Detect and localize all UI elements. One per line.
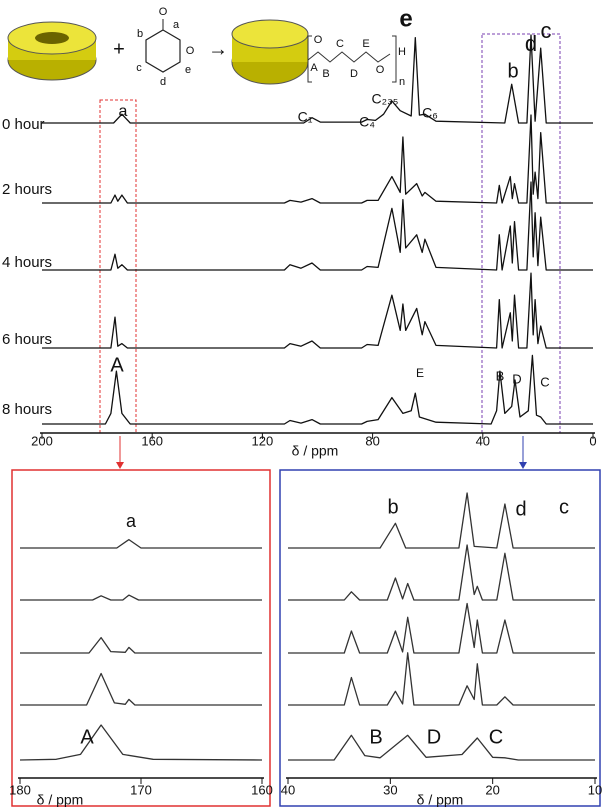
atom-label: H xyxy=(398,46,406,58)
peak-label: C xyxy=(489,726,503,748)
spectrum xyxy=(20,672,262,706)
atom-label: D xyxy=(350,68,358,80)
atom-label: E xyxy=(362,38,369,50)
x-axis-label: δ / ppm xyxy=(417,792,464,807)
spectrum xyxy=(42,181,593,271)
trace-label: 6 hours xyxy=(2,331,52,348)
x-tick-label: 40 xyxy=(281,782,295,797)
spectrum xyxy=(20,636,262,654)
peak-label: c xyxy=(559,496,569,518)
spectrum xyxy=(20,594,262,601)
peak-label: C xyxy=(540,374,549,389)
scheme xyxy=(7,19,397,85)
spectrum xyxy=(42,272,593,349)
polymer-chain xyxy=(307,51,391,63)
peak-label: A xyxy=(80,726,94,748)
peak-label: B xyxy=(369,726,382,748)
atom-label: O xyxy=(186,45,195,57)
cyclodextrin-top xyxy=(231,19,309,49)
panel-frame xyxy=(11,469,271,807)
atom-label: a xyxy=(173,19,180,31)
atom-label: O xyxy=(159,6,168,18)
spectrum xyxy=(288,652,595,706)
x-tick-label: 30 xyxy=(383,782,397,797)
trace-label: 8 hours xyxy=(2,401,52,418)
x-tick-label: 40 xyxy=(476,433,490,448)
spectrum xyxy=(288,602,595,654)
atom-label: n xyxy=(399,76,405,88)
peak-label: a xyxy=(119,103,128,120)
peak-label: C₄ xyxy=(359,114,375,130)
atom-label: e xyxy=(185,64,191,76)
x-tick-label: 120 xyxy=(252,433,274,448)
x-tick-label: 20 xyxy=(485,782,499,797)
peak-label: a xyxy=(126,511,137,531)
cyclodextrin-cavity xyxy=(35,32,69,44)
peak-label: d xyxy=(515,498,526,520)
x-tick-label: 0 xyxy=(589,433,596,448)
x-tick-label: 160 xyxy=(251,782,273,797)
spectrum xyxy=(19,724,263,761)
peak-label: d xyxy=(525,31,537,56)
peak-label: b xyxy=(507,60,518,82)
x-tick-label: 170 xyxy=(130,782,152,797)
peak-label: C₆ xyxy=(422,105,438,121)
atom-label: O xyxy=(314,34,323,46)
atom-label: O xyxy=(376,64,385,76)
repeat-bracket xyxy=(307,35,397,83)
peak-label: D xyxy=(427,726,441,748)
peak-label: c xyxy=(541,18,552,43)
atom-label: c xyxy=(136,62,142,74)
peak-label: b xyxy=(387,496,398,518)
panel-frame xyxy=(279,469,601,807)
spectrum xyxy=(42,34,593,124)
atom-label: A xyxy=(310,62,318,74)
operator: → xyxy=(208,38,228,60)
atom-label: d xyxy=(160,76,166,88)
peak-label: E xyxy=(416,366,424,380)
x-tick-label: 80 xyxy=(365,433,379,448)
atom-label: B xyxy=(322,68,329,80)
spectrum xyxy=(20,538,262,549)
peak-label: D xyxy=(512,371,521,386)
arrow-head xyxy=(519,462,527,469)
spectrum xyxy=(288,492,595,549)
trace-label: 2 hours xyxy=(2,181,52,198)
peak-label: e xyxy=(399,5,412,32)
x-tick-label: 200 xyxy=(31,433,53,448)
spectrum xyxy=(288,544,595,601)
x-tick-label: 180 xyxy=(9,782,31,797)
peak-label: A xyxy=(110,354,124,376)
lactone-ring xyxy=(145,29,181,73)
x-axis-label: δ / ppm xyxy=(292,443,339,459)
arrow-head xyxy=(116,462,124,469)
x-axis-label: δ / ppm xyxy=(37,792,84,807)
peak-label: C₂₃₅ xyxy=(372,91,399,107)
spectrum xyxy=(42,354,593,425)
operator: + xyxy=(113,38,125,60)
spectrum xyxy=(288,734,595,761)
spectrum xyxy=(42,114,593,204)
x-tick-label: 160 xyxy=(141,433,163,448)
peak-label: C₁ xyxy=(298,109,313,125)
atom-label: C xyxy=(336,38,344,50)
atom-label: b xyxy=(137,28,143,40)
trace-label: 4 hours xyxy=(2,254,52,271)
peak-label: B xyxy=(496,368,505,383)
x-tick-label: 10 xyxy=(588,782,602,797)
trace-label: 0 hour xyxy=(2,116,45,133)
